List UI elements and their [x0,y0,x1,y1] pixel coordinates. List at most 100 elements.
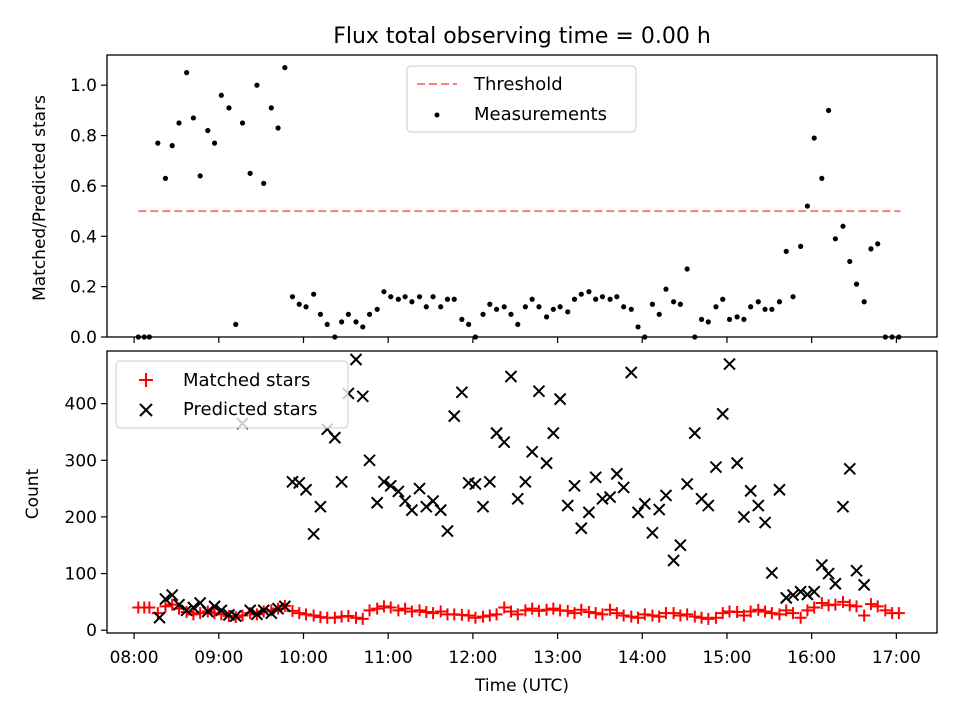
matched-stars-point [194,607,207,620]
predicted-stars-point [525,445,539,459]
x-tick-label: 08:00 [110,648,159,668]
y-tick-label: 200 [65,508,97,528]
matched-stars-point [561,604,574,617]
predicted-stars-point [349,353,363,366]
measurement-point [578,291,584,297]
measurement-point [501,304,507,310]
predicted-stars-point [716,407,729,421]
measurement-point [698,316,705,322]
matched-stars-point [794,611,807,624]
measurement-point [550,306,556,312]
predicted-stars-point [532,384,546,398]
matched-stars-point [737,609,750,622]
measurement-point [635,324,641,330]
predicted-stars-point [674,539,687,552]
matched-stars-point [427,607,440,620]
predicted-stars-point [307,527,320,541]
predicted-stars-point [187,601,200,614]
predicted-stars-point [370,496,384,509]
predicted-stars-point [498,435,511,449]
matched-stars-point [589,607,602,620]
matched-stars-point [356,612,369,625]
x-tick-label: 13:00 [533,648,582,668]
predicted-stars-point [822,567,835,580]
y-tick-label: 100 [65,565,97,585]
matched-stars-point [166,598,179,611]
predicted-stars-point [617,481,630,494]
predicted-stars-point [758,516,772,529]
predicted-stars-point [434,503,447,517]
matched-stars-point [702,612,715,625]
matched-stars-point [815,596,828,609]
predicted-stars-point [702,499,715,512]
predicted-stars-point [744,484,757,498]
matched-stars-legend-label: Matched stars [183,370,310,391]
measurement-point [374,306,380,312]
predicted-stars-point [377,475,391,489]
matched-stars-point [547,602,560,615]
predicted-stars-point [243,604,257,617]
matched-stars-point [632,611,645,624]
measurement-point [571,296,578,302]
predicted-stars-point [314,500,327,513]
bottom-panel: Count Time (UTC) 0 100 200 300 400 08:00 09:00… [23,350,938,696]
measurement-point [853,281,860,287]
predicted-stars-point [680,477,694,491]
matched-stars-point [808,601,821,614]
measurement-point [593,296,599,302]
matched-stars-point [759,605,772,618]
bottom-legend: Matched stars Predicted stars [115,360,349,429]
matched-stars-point [780,604,793,617]
measurement-point [586,289,592,295]
measurement-point [466,321,472,328]
matched-stars-point [532,604,545,617]
predicted-stars-point [667,554,680,567]
matched-stars-legend-swatch [139,373,153,387]
predicted-stars-point [709,460,723,474]
measurement-point [155,140,161,146]
measurement-point [296,301,302,307]
measurement-point [804,203,811,209]
predicted-stars-point [455,386,469,399]
predicted-stars-point [511,492,524,506]
matched-stars-point [653,610,666,623]
bottom-y-axis-label: Count [23,468,43,519]
matched-stars-point [688,610,701,623]
matched-stars-point [384,601,397,614]
predicted-stars-point [829,577,842,590]
matched-stars-point [300,608,313,621]
predicted-stars-point [568,479,581,492]
measurement-point [416,294,423,300]
top-chart-title: Flux total observing time = 0.00 h [333,24,711,49]
predicted-stars-point [257,604,270,617]
matched-stars-point [681,608,694,621]
measurement-point [169,143,175,149]
measurement-point [565,309,571,315]
measurement-point [875,241,881,247]
predicted-stars-point [765,566,779,580]
y-tick-label: 0.0 [70,328,97,348]
matched-stars-point [371,602,384,615]
matched-stars-point [568,607,581,620]
measurement-point [515,321,521,328]
matched-stars-point [469,611,482,624]
measurement-point [311,291,317,297]
matched-stars-point [363,604,376,617]
matched-stars-point [752,603,765,616]
matched-stars-point [526,602,539,615]
measurement-point [649,301,656,307]
bottom-plot-frame [106,350,938,634]
y-tick-label: 0.8 [70,127,97,147]
predicted-stars-point [405,503,419,517]
measurement-point [726,316,733,322]
measurement-point [324,321,330,328]
matched-stars-point [293,607,306,620]
predicted-stars-point [836,500,850,513]
matched-stars-point [328,611,341,624]
measurement-point [861,299,867,305]
measurement-point [825,107,832,113]
measurement-point [776,299,783,305]
measurement-point [162,175,169,181]
matched-stars-point [490,608,503,621]
predicted-stars-point [208,600,221,613]
